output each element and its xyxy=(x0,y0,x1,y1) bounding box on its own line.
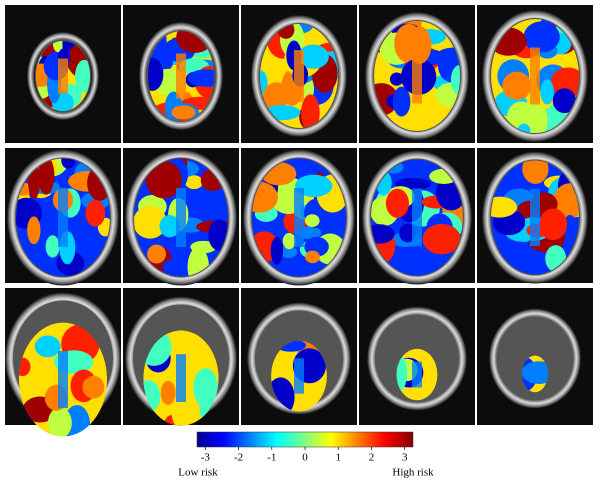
region xyxy=(18,357,31,377)
region xyxy=(392,86,411,117)
region xyxy=(301,94,320,128)
region xyxy=(148,57,164,91)
colorbar xyxy=(196,431,414,448)
region xyxy=(523,21,560,53)
midline xyxy=(176,53,186,99)
tick-label: 2 xyxy=(369,452,375,464)
midline xyxy=(412,48,422,104)
colorbar-ticks: -3 -2 -1 0 1 2 3 xyxy=(201,447,408,464)
region xyxy=(399,223,417,243)
overlay xyxy=(16,158,110,277)
overlay xyxy=(18,322,108,437)
midline xyxy=(58,351,68,408)
region xyxy=(134,205,167,239)
region xyxy=(304,214,320,228)
region xyxy=(282,232,296,250)
midline xyxy=(176,188,186,247)
region xyxy=(507,101,536,132)
overlay xyxy=(134,158,228,277)
region xyxy=(85,199,106,227)
midline xyxy=(412,361,422,388)
region xyxy=(252,181,278,213)
overlay xyxy=(396,348,438,401)
region xyxy=(305,250,320,264)
region xyxy=(162,259,188,272)
midline xyxy=(530,47,540,105)
midline xyxy=(294,358,304,394)
region xyxy=(187,247,209,277)
region xyxy=(552,88,577,114)
region xyxy=(260,70,268,95)
region xyxy=(176,31,214,53)
region xyxy=(38,158,55,195)
midline xyxy=(530,189,540,246)
region xyxy=(147,244,166,264)
region xyxy=(517,123,531,133)
midline xyxy=(58,58,68,94)
region xyxy=(47,407,72,437)
low-risk-label: Low risk xyxy=(178,467,218,479)
region xyxy=(61,158,76,169)
midline xyxy=(176,354,186,402)
region xyxy=(171,395,190,426)
midline xyxy=(294,188,304,247)
midline xyxy=(530,364,540,384)
region xyxy=(522,160,549,184)
midline xyxy=(58,188,68,247)
region xyxy=(160,380,176,405)
tick-label: -3 xyxy=(201,452,211,464)
overlay xyxy=(143,330,219,426)
region xyxy=(540,79,554,105)
region xyxy=(145,160,182,199)
overlay xyxy=(371,159,463,276)
region xyxy=(279,245,298,258)
region xyxy=(171,105,196,120)
tick-label: -2 xyxy=(234,452,243,464)
region xyxy=(185,175,203,190)
high-risk-label: High risk xyxy=(392,467,434,479)
midline xyxy=(294,50,304,102)
tick-label: 1 xyxy=(335,452,341,464)
region xyxy=(389,72,404,86)
region xyxy=(450,64,460,95)
midline xyxy=(412,188,422,247)
region xyxy=(374,83,399,116)
tick-label: 3 xyxy=(402,452,408,464)
overlay xyxy=(491,160,579,275)
region xyxy=(193,368,218,408)
region xyxy=(82,375,105,399)
region xyxy=(491,196,518,218)
tick-label: -1 xyxy=(267,452,276,464)
region xyxy=(45,235,60,258)
region xyxy=(270,236,284,265)
brain-slices xyxy=(5,5,593,437)
overlay xyxy=(491,19,579,133)
region xyxy=(34,335,61,358)
region xyxy=(159,215,180,238)
region xyxy=(187,69,214,87)
region xyxy=(297,44,329,69)
region xyxy=(143,380,161,413)
region xyxy=(295,174,333,198)
region xyxy=(27,216,41,245)
overlay xyxy=(271,340,327,412)
region xyxy=(385,188,409,218)
overlay xyxy=(252,158,346,277)
region xyxy=(396,354,408,392)
region xyxy=(74,59,90,93)
region xyxy=(422,223,461,255)
region xyxy=(502,71,532,100)
tick-label: 0 xyxy=(302,452,308,464)
region xyxy=(190,240,217,254)
